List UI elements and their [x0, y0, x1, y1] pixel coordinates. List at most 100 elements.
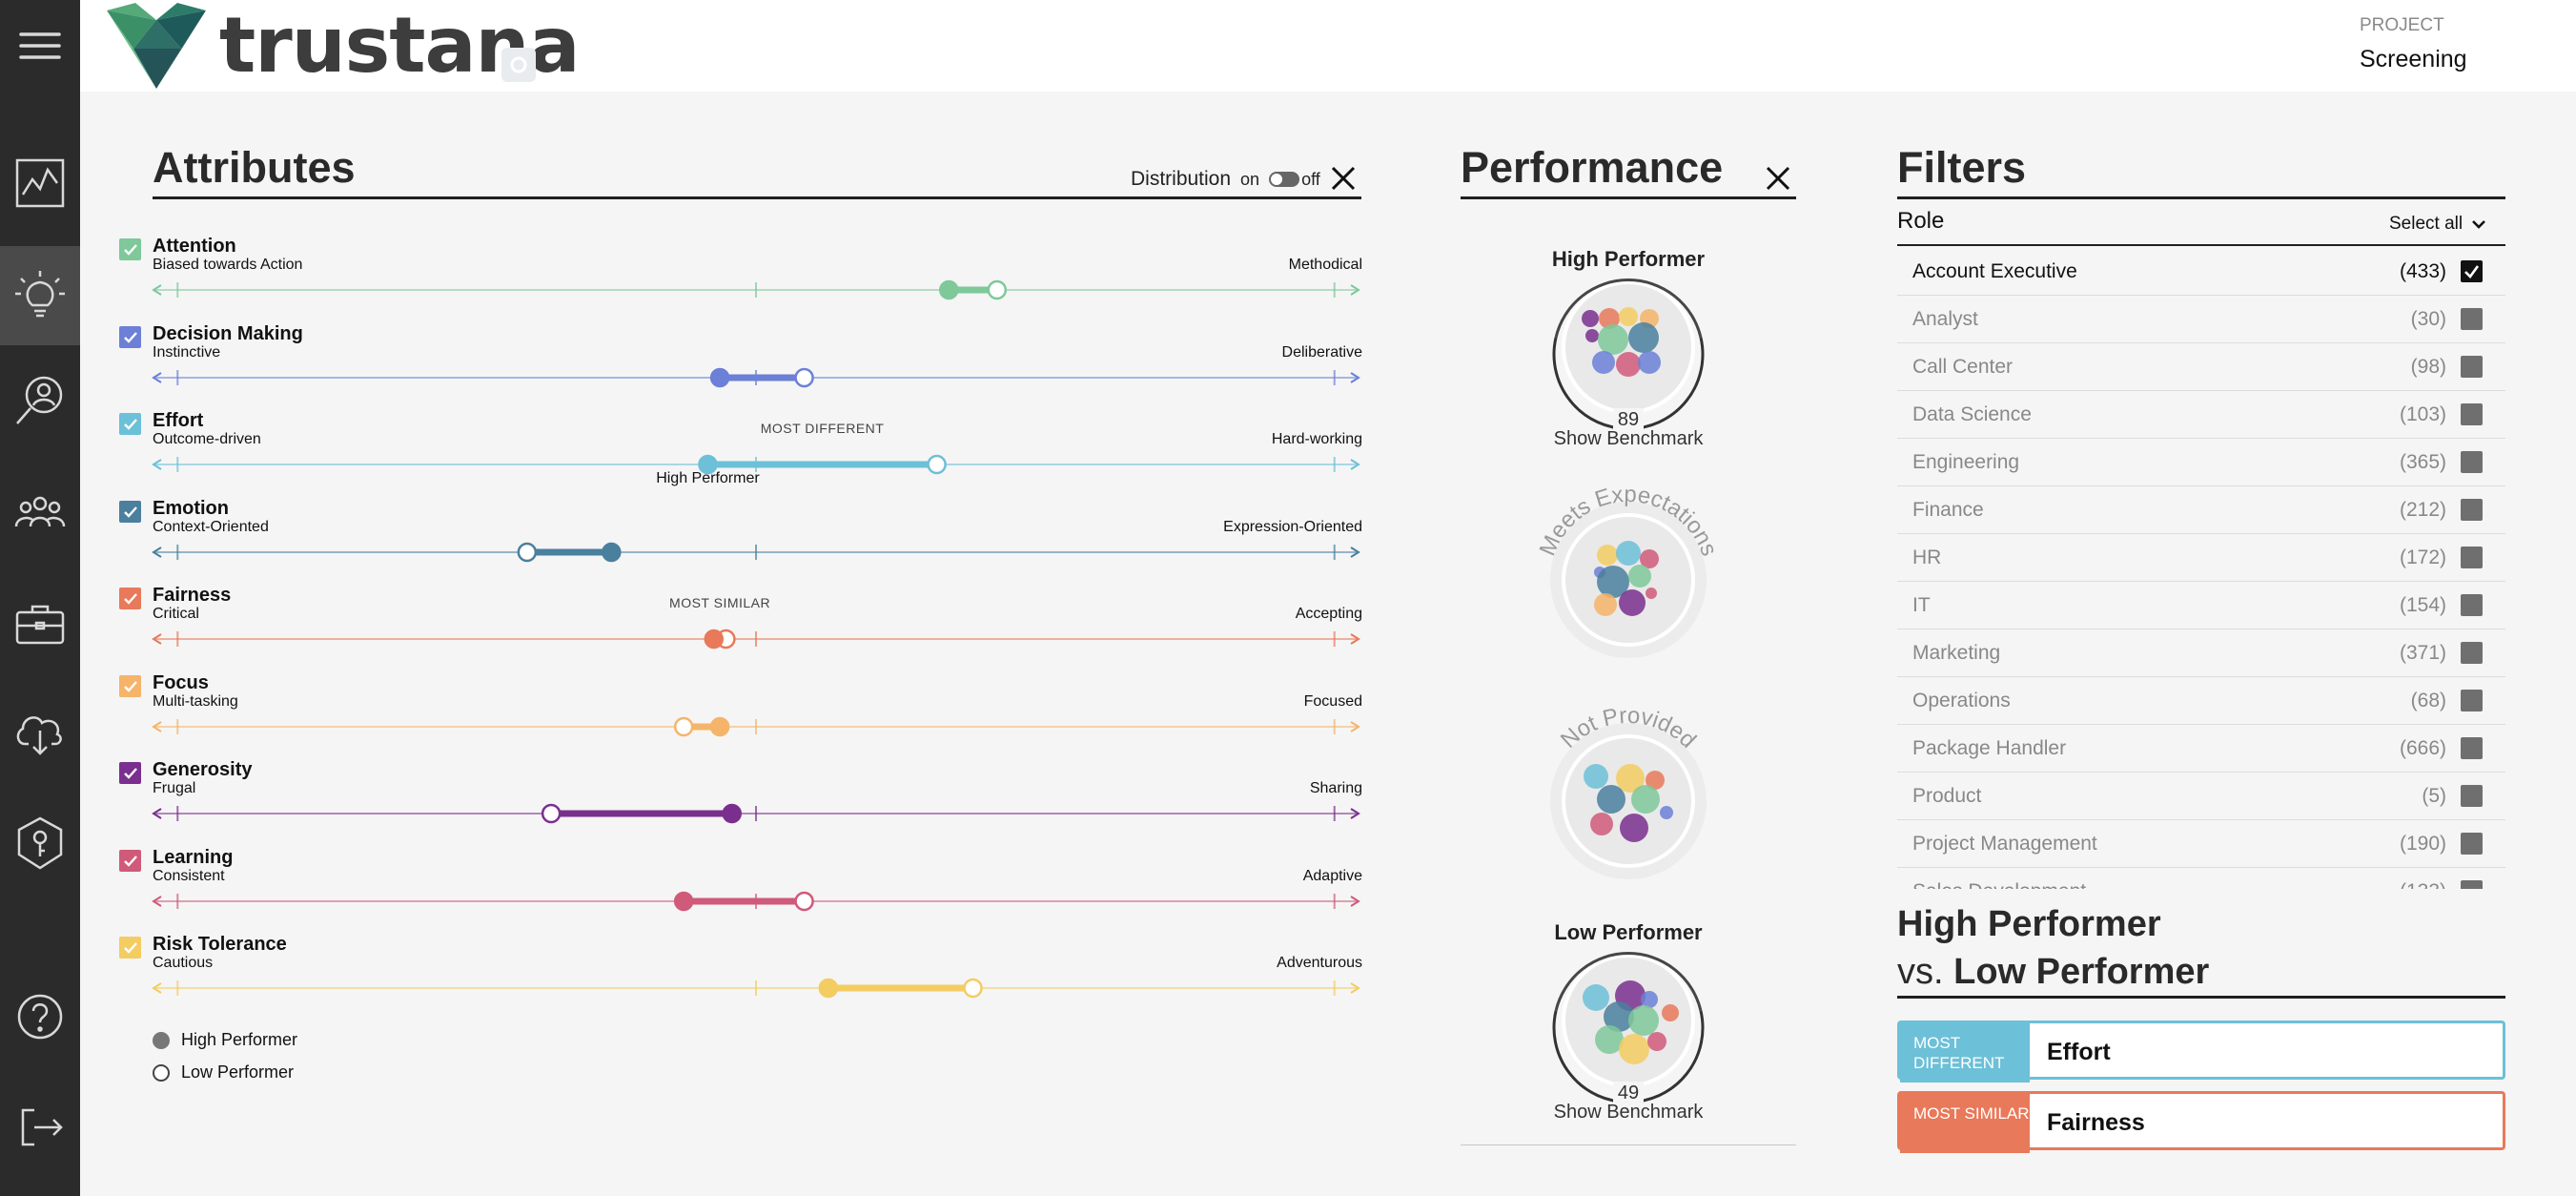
role-filter-row[interactable]: Data Science (103)	[1897, 391, 2505, 439]
slider-arrow-left	[152, 721, 162, 732]
role-filter-row[interactable]: Operations (68)	[1897, 677, 2505, 725]
attribute-slider[interactable]	[148, 533, 1362, 571]
high-performer-marker	[938, 279, 959, 300]
role-checkbox[interactable]	[2461, 737, 2483, 759]
close-attributes-icon[interactable]	[1329, 164, 1358, 193]
menu-icon	[19, 32, 61, 59]
attribute-slider[interactable]	[148, 794, 1362, 833]
attribute-row: Focus Multi-tasking Focused	[119, 672, 1362, 761]
role-filter-row[interactable]: IT (154)	[1897, 582, 2505, 629]
attribute-slider[interactable]	[148, 359, 1362, 397]
role-filter-row[interactable]: Sales Development (133)	[1897, 868, 2505, 889]
role-checkbox[interactable]	[2461, 880, 2483, 889]
attribute-annotation: MOST DIFFERENT	[760, 421, 885, 436]
download-icon	[16, 716, 62, 755]
check-icon	[2464, 265, 2480, 278]
attribute-row: Decision Making Instinctive Deliberative	[119, 323, 1362, 412]
attribute-checkbox[interactable]	[119, 762, 141, 784]
high-performer-marker	[722, 803, 742, 824]
menu-button[interactable]	[0, 0, 80, 92]
bubble	[1592, 351, 1615, 374]
chart-icon	[15, 158, 65, 208]
role-name: Operations	[1912, 690, 2011, 711]
role-checkbox[interactable]	[2461, 308, 2483, 330]
role-checkbox[interactable]	[2461, 260, 2483, 282]
role-filter-row[interactable]: Marketing (371)	[1897, 629, 2505, 677]
slider-arrow-right	[1350, 808, 1360, 819]
low-performer-marker	[794, 891, 814, 912]
logout-icon	[21, 1108, 63, 1146]
sidebar-item-jobs[interactable]	[0, 578, 80, 670]
role-filter-row[interactable]: Call Center (98)	[1897, 343, 2505, 391]
role-checkbox[interactable]	[2461, 594, 2483, 616]
attribute-checkbox[interactable]	[119, 501, 141, 523]
attribute-slider[interactable]	[148, 271, 1362, 309]
bubble	[1594, 593, 1617, 616]
role-checkbox[interactable]	[2461, 356, 2483, 378]
attribute-slider[interactable]	[148, 969, 1362, 1007]
logout-button[interactable]	[0, 1082, 80, 1173]
role-checkbox[interactable]	[2461, 785, 2483, 807]
attribute-slider[interactable]	[148, 620, 1362, 658]
role-filter-row[interactable]: Project Management (190)	[1897, 820, 2505, 868]
attribute-checkbox[interactable]	[119, 850, 141, 872]
sidebar-item-team[interactable]	[0, 465, 80, 557]
show-benchmark-high[interactable]: Show Benchmark	[1553, 428, 1704, 449]
attribute-low-label: Consistent	[153, 868, 225, 884]
briefcase-icon	[15, 605, 65, 645]
check-icon	[123, 941, 137, 954]
attribute-slider[interactable]	[148, 708, 1362, 746]
attribute-checkbox[interactable]	[119, 588, 141, 609]
marker-label: High Performer	[656, 470, 760, 486]
sidebar-item-help[interactable]	[0, 971, 80, 1062]
attribute-low-label: Outcome-driven	[153, 431, 261, 447]
role-checkbox[interactable]	[2461, 642, 2483, 664]
role-checkbox[interactable]	[2461, 499, 2483, 521]
not-provided-bubbles[interactable]: Not Provided	[1533, 696, 1724, 879]
attribute-slider[interactable]	[148, 445, 1362, 484]
attribute-slider[interactable]	[148, 882, 1362, 920]
attribute-checkbox[interactable]	[119, 238, 141, 260]
role-filter-row[interactable]: Finance (212)	[1897, 486, 2505, 534]
distribution-toggle[interactable]	[1269, 172, 1300, 187]
role-checkbox[interactable]	[2461, 546, 2483, 568]
sidebar-item-analytics[interactable]	[0, 137, 80, 229]
select-all-dropdown[interactable]: Select all	[2389, 214, 2487, 235]
attribute-name: Decision Making	[153, 323, 303, 344]
high-performer-bubbles[interactable]: 89	[1544, 263, 1712, 431]
sidebar-item-download[interactable]	[0, 687, 80, 778]
attribute-high-label: Accepting	[1295, 606, 1362, 622]
role-filter-row[interactable]: Package Handler (666)	[1897, 725, 2505, 773]
settings-badge[interactable]	[501, 48, 536, 82]
show-benchmark-low[interactable]: Show Benchmark	[1553, 1102, 1704, 1123]
role-filter-row[interactable]: Analyst (30)	[1897, 296, 2505, 343]
role-filter-list[interactable]: Account Executive (433) Analyst (30) Call Ce…	[1897, 248, 2505, 889]
attribute-checkbox[interactable]	[119, 937, 141, 959]
role-filter-row[interactable]: HR (172)	[1897, 534, 2505, 582]
sidebar-item-insights[interactable]	[0, 246, 80, 345]
project-select[interactable]: Screening	[2360, 46, 2467, 72]
most-different-card[interactable]: MOST DIFFERENT Effort	[1897, 1021, 2505, 1083]
role-checkbox[interactable]	[2461, 451, 2483, 473]
sidebar-item-security[interactable]	[0, 797, 80, 889]
close-performance-icon[interactable]	[1764, 164, 1792, 193]
attribute-name: Focus	[153, 672, 209, 693]
role-filter-row[interactable]: Product (5)	[1897, 773, 2505, 820]
role-filter-row[interactable]: Account Executive (433)	[1897, 248, 2505, 296]
sidebar-item-candidate-search[interactable]	[0, 355, 80, 446]
most-similar-card[interactable]: MOST SIMILAR Fairness	[1897, 1091, 2505, 1153]
role-name: IT	[1912, 594, 1931, 616]
high-performer-label: High Performer	[1551, 247, 1706, 271]
role-filter-row[interactable]: Engineering (365)	[1897, 439, 2505, 486]
distribution-control: Distribution on off	[1131, 168, 1320, 191]
role-checkbox[interactable]	[2461, 690, 2483, 711]
role-checkbox[interactable]	[2461, 833, 2483, 855]
role-checkbox[interactable]	[2461, 403, 2483, 425]
low-performer-marker	[963, 978, 983, 999]
low-performer-bubbles[interactable]: 49	[1544, 937, 1712, 1104]
attribute-checkbox[interactable]	[119, 326, 141, 348]
attribute-checkbox[interactable]	[119, 675, 141, 697]
bubble	[1597, 785, 1625, 814]
attribute-checkbox[interactable]	[119, 413, 141, 435]
meets-expectations-bubbles[interactable]: Meets Expectations	[1533, 475, 1724, 658]
